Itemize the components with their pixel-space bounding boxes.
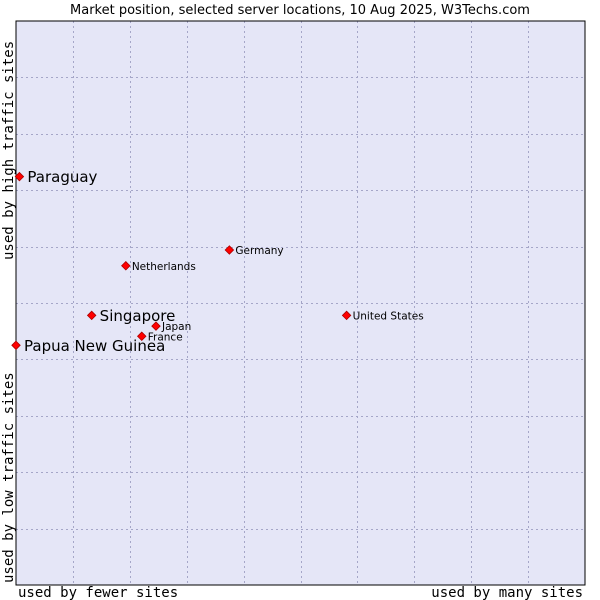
point-netherlands: Netherlands bbox=[121, 261, 196, 273]
point-marker bbox=[14, 171, 25, 182]
point-marker bbox=[341, 310, 352, 321]
point-marker bbox=[136, 331, 147, 342]
point-marker bbox=[86, 310, 97, 321]
point-paraguay: Paraguay bbox=[14, 168, 98, 186]
point-germany: Germany bbox=[224, 245, 284, 257]
point-japan: Japan bbox=[151, 321, 191, 333]
y-axis-label-bottom: used by low traffic sites bbox=[1, 372, 17, 583]
point-marker bbox=[224, 245, 235, 255]
point-marker bbox=[11, 340, 21, 351]
y-axis-label-top: used by high traffic sites bbox=[1, 41, 17, 260]
point-france: France bbox=[136, 331, 183, 343]
point-label: United States bbox=[353, 310, 424, 322]
point-singapore: Singapore bbox=[86, 307, 176, 325]
plot-border bbox=[15, 20, 586, 586]
point-label: Netherlands bbox=[132, 261, 196, 273]
point-marker bbox=[121, 261, 131, 271]
x-axis-label-left: used by fewer sites bbox=[18, 585, 178, 600]
point-united-states: United States bbox=[341, 310, 424, 322]
point-label: Germany bbox=[235, 245, 283, 257]
point-label: France bbox=[148, 331, 183, 343]
point-papua-new-guinea: Papua New Guinea bbox=[11, 337, 165, 355]
point-marker bbox=[151, 321, 161, 331]
point-label: Papua New Guinea bbox=[24, 337, 165, 355]
plot-area bbox=[16, 21, 585, 585]
point-label: Japan bbox=[161, 321, 191, 333]
data-points: Paraguay Germany Netherlands Singapore Unite… bbox=[11, 168, 424, 355]
grid-lines bbox=[16, 21, 585, 585]
x-axis-label-right: used by many sites bbox=[431, 585, 583, 600]
point-label: Paraguay bbox=[27, 168, 97, 186]
chart-title: Market position, selected server locatio… bbox=[70, 3, 530, 18]
point-label: Singapore bbox=[100, 307, 176, 325]
